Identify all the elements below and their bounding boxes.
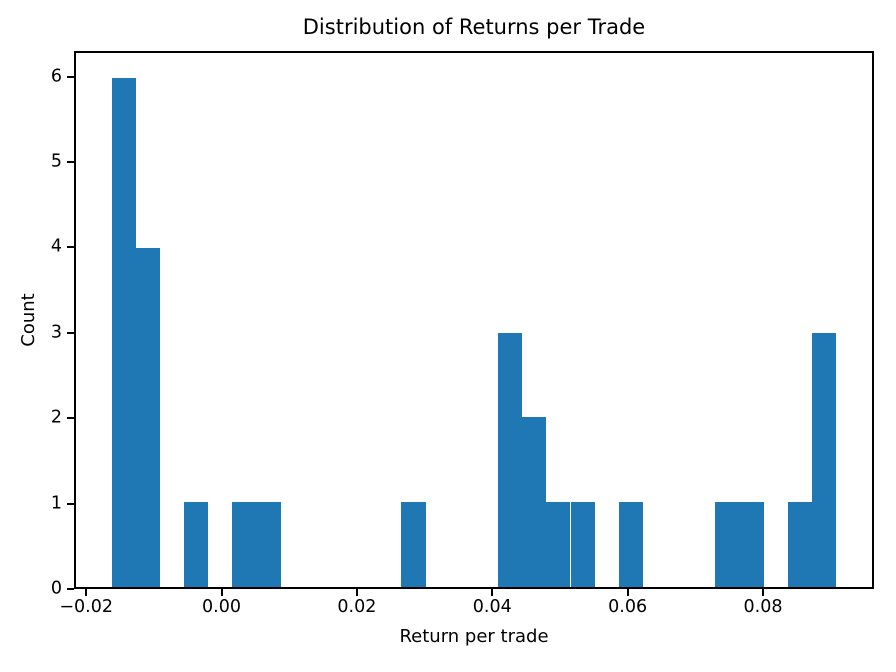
x-tick-mark xyxy=(762,589,764,596)
histogram-bar xyxy=(522,417,547,587)
histogram-bar xyxy=(498,332,523,587)
chart-title: Distribution of Returns per Trade xyxy=(302,15,646,39)
x-tick-label: 0.00 xyxy=(202,597,242,617)
histogram-bar xyxy=(811,332,837,587)
x-tick-mark xyxy=(355,589,358,596)
x-tick-mark xyxy=(626,589,629,596)
y-tick-mark xyxy=(67,417,74,420)
histogram-bar xyxy=(232,502,257,587)
y-tick-label: 4 xyxy=(50,236,62,257)
histogram-bar xyxy=(715,502,740,587)
y-tick-mark xyxy=(67,588,74,590)
y-tick-label: 6 xyxy=(50,65,62,86)
plot-area xyxy=(74,51,874,589)
y-tick-label: 0 xyxy=(50,578,62,599)
x-tick-label: 0.02 xyxy=(337,597,377,617)
x-tick-mark xyxy=(85,589,88,596)
histogram-bar xyxy=(401,502,426,587)
histogram-bar xyxy=(546,502,571,587)
x-tick-label: 0.04 xyxy=(472,597,512,617)
x-tick-mark xyxy=(491,589,494,596)
histogram-bar xyxy=(184,502,209,587)
histogram-bar xyxy=(618,502,643,587)
x-axis-label: Return per trade xyxy=(399,626,549,647)
histogram-bar xyxy=(570,502,595,587)
x-tick-label: 0.08 xyxy=(743,597,783,617)
y-tick-label: 3 xyxy=(50,322,62,343)
histogram-bar xyxy=(256,502,281,587)
y-tick-label: 1 xyxy=(50,492,62,513)
x-tick-label: 0.06 xyxy=(608,597,648,617)
y-tick-mark xyxy=(67,75,74,78)
y-tick-mark xyxy=(67,161,74,164)
y-axis-label: Count xyxy=(18,293,40,347)
y-tick-label: 5 xyxy=(50,151,62,172)
y-tick-mark xyxy=(67,331,74,334)
y-tick-label: 2 xyxy=(50,407,62,428)
histogram-bar xyxy=(111,78,136,587)
histogram-bar xyxy=(787,502,812,587)
x-tick-label: −0.02 xyxy=(59,597,113,617)
y-tick-mark xyxy=(67,502,74,505)
y-tick-mark xyxy=(67,246,74,249)
histogram-bar xyxy=(135,247,160,587)
x-tick-mark xyxy=(220,589,223,596)
histogram-bar xyxy=(739,502,764,587)
